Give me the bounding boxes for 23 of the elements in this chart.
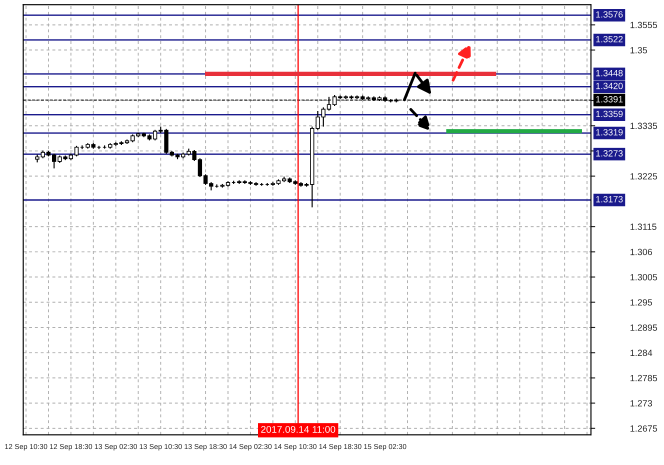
ref-line-label: 1.3576 (596, 11, 623, 18)
ref-line-label: 1.3319 (596, 129, 623, 136)
y-tick-label: 1.2675 (630, 425, 658, 432)
y-tick-label: 1.2895 (630, 324, 658, 331)
y-tick-label: 1.3555 (630, 22, 658, 28)
ref-line-label: 1.3273 (596, 150, 623, 157)
ref-line-label: 2017.09.14 11:00 (261, 426, 336, 433)
y-tick-label: 1.3335 (630, 122, 658, 130)
y-tick-label: 1.35 (630, 47, 648, 54)
ref-line-label: 1.3359 (596, 110, 623, 118)
y-tick-label: 1.3115 (630, 224, 656, 230)
ref-line-label: 1.3173 (596, 196, 623, 202)
y-tick-label: 1.284 (630, 350, 652, 356)
y-tick-label: 1.273 (630, 400, 652, 406)
y-tick-label: 1.306 (630, 248, 652, 256)
y-tick-label: 1.3225 (630, 173, 658, 180)
ref-line-label: 1.3522 (596, 36, 623, 42)
ref-line-label: 1.3391 (596, 96, 623, 102)
y-tick-label: 1.3005 (630, 274, 658, 280)
ref-line-label: 1.3448 (596, 70, 623, 76)
y-tick-label: 1.2785 (630, 374, 658, 382)
ref-line-label: 1.3420 (596, 82, 623, 90)
y-tick-label: 1.295 (630, 299, 652, 306)
